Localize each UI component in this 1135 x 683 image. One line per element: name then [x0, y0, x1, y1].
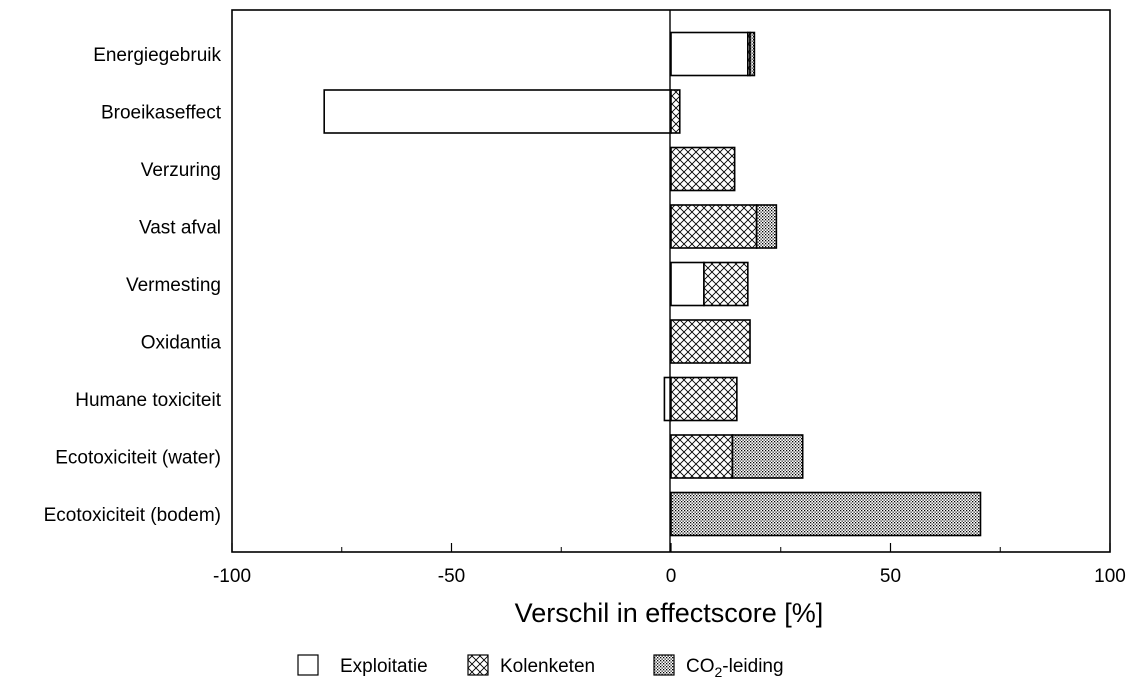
bar-exploitatie-vermesting: [670, 261, 705, 307]
category-label: Broeikaseffect: [101, 103, 222, 124]
bar-kolenketen-broeikaseffect: [670, 89, 681, 134]
bar-exploitatie-broeikaseffect: [323, 89, 672, 134]
bar-co2-leiding-ecotoxiciteit-water: [731, 434, 804, 479]
legend-label-co2-main: CO: [686, 656, 715, 677]
x-tick-label: -100: [213, 566, 251, 587]
bar-kolenketen-verzuring: [670, 146, 736, 192]
bar-co2-leiding-vast-afval: [755, 204, 778, 249]
bar-kolenketen-oxidantia: [670, 319, 751, 364]
legend-swatch-kolenketen: [467, 654, 489, 676]
x-axis-title: Verschil in effectscore [%]: [515, 598, 824, 628]
bar-co2-leiding-ecotoxiciteit-bodem: [670, 491, 982, 537]
x-tick-label: -50: [438, 566, 465, 587]
category-label: Verzuring: [141, 160, 221, 181]
legend-label-co2-leiding: CO2-leiding: [686, 656, 784, 680]
category-label: Oxidantia: [141, 333, 222, 354]
category-label: Ecotoxiciteit (water): [55, 448, 221, 469]
category-label: Ecotoxiciteit (bodem): [44, 505, 221, 526]
category-label: Vast afval: [139, 218, 221, 239]
legend: Exploitatie Kolenketen CO2-leiding: [297, 654, 784, 680]
bar-co2-leiding-energiegebruik: [749, 31, 756, 77]
category-label: Humane toxiciteit: [75, 390, 221, 411]
legend-label-co2-tail: -leiding: [722, 656, 783, 677]
bar-kolenketen-vermesting: [703, 261, 749, 307]
legend-label-exploitatie: Exploitatie: [340, 656, 428, 677]
category-label: Vermesting: [126, 275, 221, 296]
plot-frame: [231, 9, 1111, 553]
legend-label-co2-sub: 2: [715, 664, 723, 680]
x-axis-ticks: -100 -50 0 50 100: [213, 543, 1126, 587]
category-label: Energiegebruik: [93, 45, 221, 66]
x-tick-label: 50: [880, 566, 901, 587]
bar-exploitatie-energiegebruik: [670, 31, 749, 77]
legend-swatch-co2-leiding: [653, 654, 675, 676]
bars-layer: [323, 31, 982, 537]
bar-kolenketen-vast-afval: [670, 204, 758, 249]
category-labels: Energiegebruik Broeikaseffect Verzuring Vas…: [44, 45, 222, 526]
bar-kolenketen-humane-toxiciteit: [670, 376, 738, 422]
bar-kolenketen-ecotoxiciteit-water: [670, 434, 734, 479]
x-tick-label: 0: [666, 566, 677, 587]
legend-label-kolenketen: Kolenketen: [500, 656, 595, 677]
x-tick-label: 100: [1094, 566, 1126, 587]
legend-swatch-exploitatie: [297, 654, 319, 676]
